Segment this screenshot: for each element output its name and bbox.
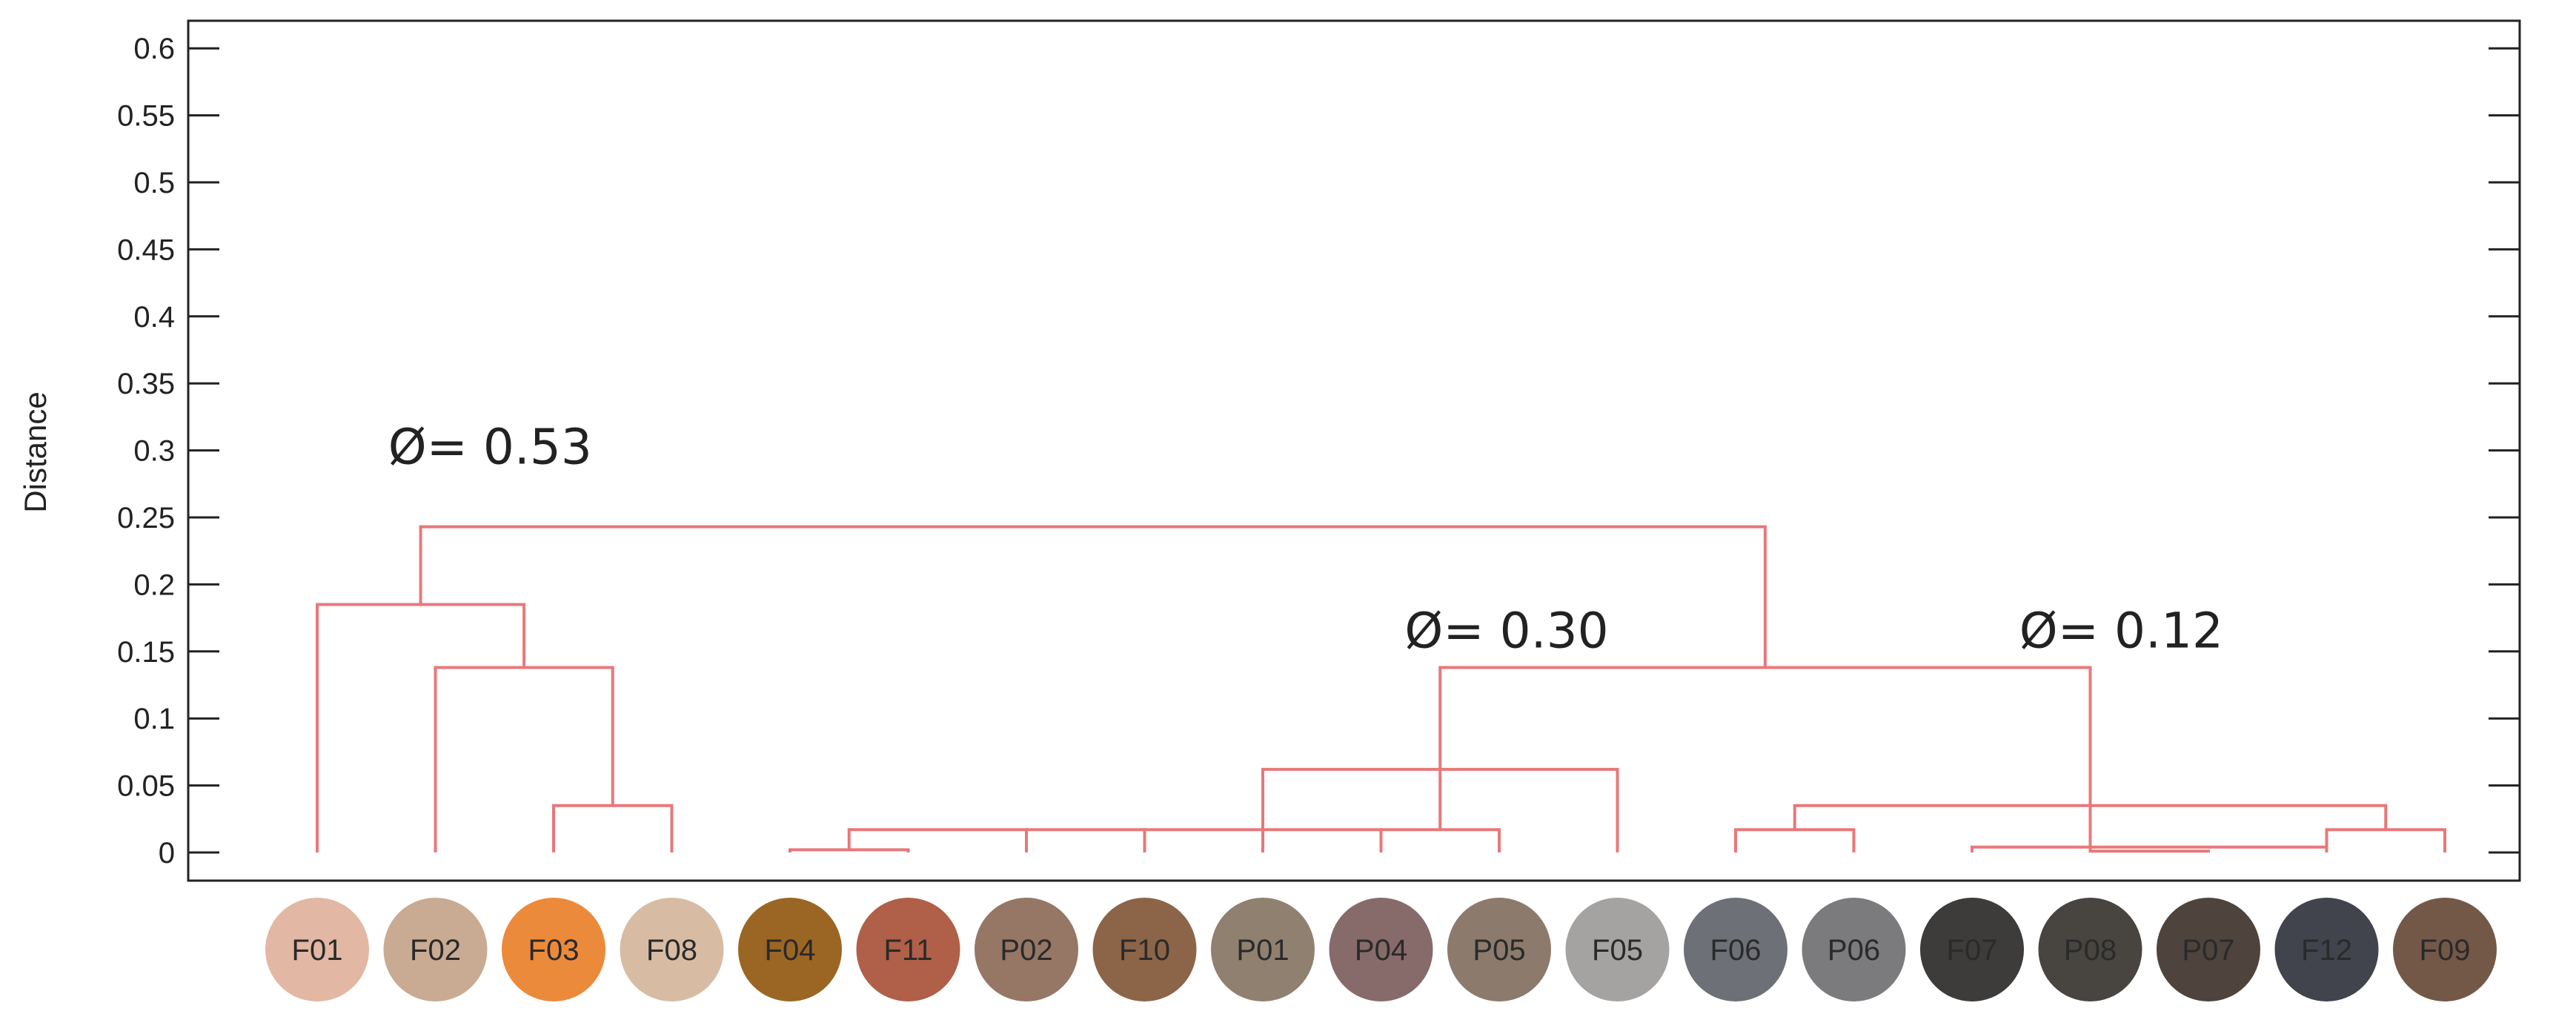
leaf-marker — [1920, 898, 2024, 1001]
dendrogram-link — [1379, 828, 1501, 852]
leaf-label: F07 — [1947, 934, 1998, 967]
leaf-marker — [856, 898, 960, 1001]
leaf-marker — [1329, 898, 1433, 1001]
y-tick-label: 0.05 — [117, 770, 175, 803]
leaf-marker — [383, 898, 488, 1001]
leaf-marker — [1565, 898, 1670, 1001]
leaf-marker — [1802, 898, 1906, 1001]
leaf-label: F11 — [884, 934, 933, 967]
y-tick-label: 0.45 — [117, 234, 175, 266]
dendrogram-link — [789, 848, 910, 852]
y-tick-label: 0.4 — [133, 301, 175, 334]
leaf-label: F01 — [292, 934, 343, 967]
y-tick-label: 0.15 — [117, 636, 175, 669]
y-tick-label: 0.55 — [117, 100, 175, 133]
y-tick-label: 0.3 — [133, 435, 175, 468]
dendrogram-link — [2325, 828, 2446, 852]
leaf-label: P06 — [1828, 934, 1880, 967]
leaf-marker — [265, 898, 369, 1001]
dendrogram-link — [419, 525, 1767, 668]
dendrogram-links — [316, 525, 2446, 853]
leaf-marker — [2038, 898, 2142, 1001]
dendrogram-link — [552, 804, 674, 852]
leaf-label: F08 — [646, 934, 697, 967]
leaf-label: P08 — [2064, 934, 2117, 967]
leaf-marker — [502, 898, 605, 1001]
leaf-label: F06 — [1710, 934, 1762, 967]
dendrogram-link — [1734, 828, 1856, 852]
leaf-marker — [1092, 898, 1197, 1001]
leaf-label: F05 — [1592, 934, 1643, 967]
dendrogram-link — [434, 666, 614, 852]
leaf-marker — [620, 898, 724, 1001]
leaf-marker — [738, 898, 842, 1001]
dendrogram-link — [2088, 850, 2210, 853]
leaf-label: F09 — [2420, 934, 2471, 967]
y-tick-label: 0.1 — [133, 703, 175, 735]
annotation-label: Ø= 0.53 — [388, 419, 592, 476]
y-axis-title: Distance — [18, 391, 53, 512]
leaf-marker — [2393, 898, 2497, 1001]
leaf-label: P02 — [1000, 934, 1052, 967]
leaf-marker — [1447, 898, 1551, 1001]
dendrogram-link — [316, 603, 526, 852]
leaf-label: F02 — [410, 934, 461, 967]
dendrogram-link — [1261, 828, 1383, 852]
dendrogram-link — [1025, 828, 1146, 852]
leaf-label: F03 — [528, 934, 580, 967]
annotation-label: Ø= 0.30 — [1404, 602, 1608, 659]
annotation-label: Ø= 0.12 — [2019, 602, 2223, 659]
leaf-label: F12 — [2301, 934, 2352, 967]
leaf-label: F04 — [765, 934, 816, 967]
leaf-label: F10 — [1119, 934, 1170, 967]
leaf-marker — [1211, 898, 1315, 1001]
dendrogram-link — [1438, 666, 2092, 852]
dendrogram-link — [1143, 828, 1264, 852]
leaf-label: P07 — [2182, 934, 2234, 967]
leaf-marker — [975, 898, 1078, 1001]
leaf-label: P01 — [1236, 934, 1289, 967]
leaf-markers: F01 F02 F03 F08 F04 F11 P02 F10 P01 P04 P05 F05 F06 P… — [265, 898, 2497, 1001]
y-tick-label: 0.25 — [117, 502, 175, 534]
leaf-marker — [2157, 898, 2260, 1001]
y-tick-label: 0.2 — [133, 569, 175, 601]
leaf-label: P05 — [1473, 934, 1525, 967]
y-axis-ticks: 0.6 0.55 0.5 0.45 0.4 0.35 0.3 0.25 0.2 0.15 0.1 0.… — [117, 33, 2520, 870]
leaf-marker — [1684, 898, 1787, 1001]
y-tick-label: 0 — [159, 837, 175, 870]
leaf-marker — [2274, 898, 2379, 1001]
y-tick-label: 0.35 — [117, 368, 175, 400]
leaf-label: P04 — [1355, 934, 1407, 967]
y-tick-label: 0.5 — [133, 167, 175, 199]
annotations: Ø= 0.53 Ø= 0.30 Ø= 0.12 — [388, 419, 2223, 660]
y-tick-label: 0.6 — [133, 33, 175, 65]
